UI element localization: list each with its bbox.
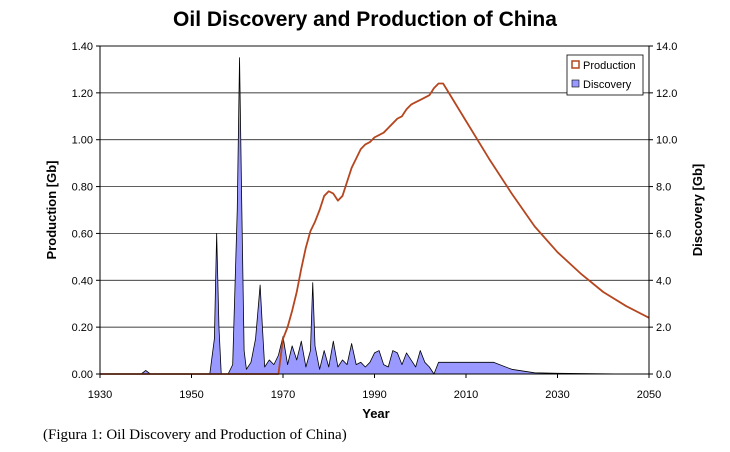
y-left-tick-label: 0.80 — [72, 182, 93, 194]
x-tick-label: 1930 — [88, 389, 112, 401]
y-left-tick-label: 1.20 — [72, 88, 93, 100]
y-left-tick-labels: 0.00 0.20 0.40 0.60 0.80 1.00 1.20 1.40 — [72, 41, 93, 381]
y-right-tick-label: 10.0 — [656, 135, 677, 147]
y-right-tick-label: 14.0 — [656, 41, 677, 53]
x-tick-label: 2050 — [637, 389, 661, 401]
y-left-tick-label: 0.40 — [72, 275, 93, 287]
y-left-tick-label: 0.60 — [72, 228, 93, 240]
x-tick-label: 1970 — [271, 389, 295, 401]
axes — [96, 45, 653, 378]
x-tick-label: 2030 — [545, 389, 569, 401]
legend-discovery-label: Discovery — [583, 79, 632, 91]
chart-title: Oil Discovery and Production of China — [173, 8, 557, 31]
y-right-axis-title: Discovery [Gb] — [690, 164, 705, 256]
legend: Production Discovery — [566, 54, 644, 96]
y-right-tick-label: 8.0 — [656, 182, 671, 194]
legend-production-swatch — [571, 60, 580, 69]
plot-area — [100, 46, 649, 374]
legend-production-label: Production — [583, 60, 636, 72]
y-right-tick-labels: 0.0 2.0 4.0 6.0 8.0 10.0 12.0 14.0 — [656, 41, 677, 381]
x-tick-label: 2010 — [454, 389, 478, 401]
y-right-tick-label: 0.0 — [656, 369, 671, 381]
x-tick-label: 1950 — [179, 389, 203, 401]
discovery-area — [99, 57, 650, 375]
y-left-tick-label: 1.40 — [72, 41, 93, 53]
discovery-series — [99, 57, 650, 375]
x-tick-label: 1990 — [362, 389, 386, 401]
x-axis-title: Year — [362, 406, 389, 421]
production-line — [100, 82, 650, 375]
y-right-tick-label: 12.0 — [656, 88, 677, 100]
y-right-tick-label: 2.0 — [656, 322, 671, 334]
figure-caption: (Figura 1: Oil Discovery and Production … — [43, 427, 347, 443]
y-right-tick-label: 4.0 — [656, 275, 671, 287]
legend-discovery-swatch — [571, 79, 580, 88]
y-left-axis-title: Production [Gb] — [44, 161, 59, 260]
y-left-tick-label: 1.00 — [72, 135, 93, 147]
x-tick-labels: 1930 1950 1970 1990 2010 2030 2050 — [88, 389, 661, 401]
production-series — [100, 82, 650, 375]
y-left-tick-label: 0.20 — [72, 322, 93, 334]
y-right-tick-label: 6.0 — [656, 228, 671, 240]
y-left-tick-label: 0.00 — [72, 369, 93, 381]
